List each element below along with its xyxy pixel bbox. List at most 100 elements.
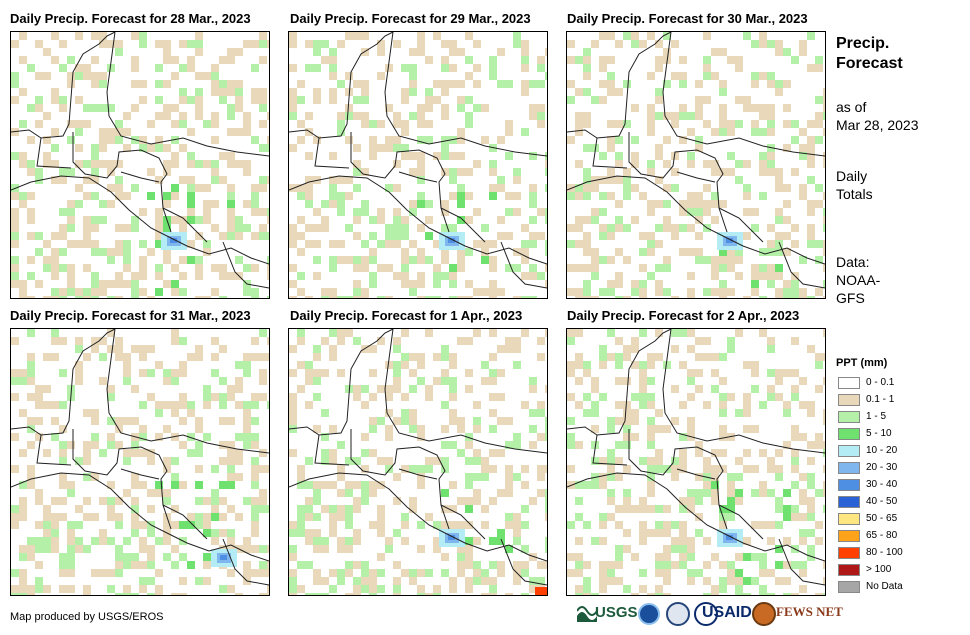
precip-cell xyxy=(67,489,75,497)
precip-cell xyxy=(195,425,203,433)
precip-cell xyxy=(187,409,195,417)
precip-cell xyxy=(695,248,703,256)
precip-cell xyxy=(545,240,547,248)
precip-cell xyxy=(743,393,751,401)
precip-cell xyxy=(115,545,123,553)
precip-cell xyxy=(703,256,711,264)
legend-swatch xyxy=(838,394,860,406)
precip-cell xyxy=(11,465,19,473)
precip-cell xyxy=(27,593,35,595)
precip-cell xyxy=(449,353,457,361)
precip-cell xyxy=(799,433,807,441)
precip-cell xyxy=(719,433,727,441)
precip-cell xyxy=(329,96,337,104)
precip-cell xyxy=(719,288,727,296)
precip-cell xyxy=(639,529,647,537)
precip-cell xyxy=(131,32,139,40)
precip-cell xyxy=(751,521,759,529)
precip-cell xyxy=(187,128,195,136)
precip-cell xyxy=(91,56,99,64)
precip-cell xyxy=(385,385,393,393)
precip-cell xyxy=(35,521,43,529)
precip-cell xyxy=(195,96,203,104)
precip-cell xyxy=(591,593,599,595)
precip-cell xyxy=(139,208,147,216)
precip-cell xyxy=(615,224,623,232)
precip-cell xyxy=(791,481,799,489)
precip-cell xyxy=(227,569,235,577)
precip-cell xyxy=(171,593,179,595)
precip-cell xyxy=(337,176,345,184)
precip-cell xyxy=(11,393,19,401)
precip-cell xyxy=(497,216,505,224)
precip-cell xyxy=(203,200,211,208)
precip-cell xyxy=(663,264,671,272)
precip-cell xyxy=(321,481,329,489)
precip-cell xyxy=(567,569,575,577)
precip-cell xyxy=(195,216,203,224)
precip-cell xyxy=(425,88,433,96)
precip-cell xyxy=(687,296,695,298)
precip-cell xyxy=(329,296,337,298)
precip-cell xyxy=(823,505,825,513)
precip-cell xyxy=(505,192,513,200)
precip-cell xyxy=(417,593,425,595)
precip-cell xyxy=(361,168,369,176)
precip-cell xyxy=(131,441,139,449)
precip-cell xyxy=(267,545,269,553)
precip-cell xyxy=(647,72,655,80)
precip-cell xyxy=(313,353,321,361)
precip-cell xyxy=(289,144,297,152)
precip-cell xyxy=(695,337,703,345)
precip-cell xyxy=(369,136,377,144)
precip-cell xyxy=(663,48,671,56)
precip-cell xyxy=(409,280,417,288)
precip-cell xyxy=(171,377,179,385)
precip-cell xyxy=(259,489,267,497)
precip-cell xyxy=(433,152,441,160)
precip-cell xyxy=(179,401,187,409)
precip-cell xyxy=(267,585,269,593)
precip-cell xyxy=(227,208,235,216)
precip-cell xyxy=(67,72,75,80)
precip-cell xyxy=(187,521,195,529)
precip-cell xyxy=(639,401,647,409)
precip-cell xyxy=(583,176,591,184)
precip-cell xyxy=(83,64,91,72)
precip-cell xyxy=(655,585,663,593)
precip-cell xyxy=(735,160,743,168)
precip-cell xyxy=(767,457,775,465)
precip-cell xyxy=(783,401,791,409)
usgs-wave-icon xyxy=(577,606,597,622)
precip-cell xyxy=(51,497,59,505)
precip-cell xyxy=(361,585,369,593)
precip-cell xyxy=(703,288,711,296)
precip-cell xyxy=(815,96,823,104)
precip-cell xyxy=(767,593,775,595)
precip-cell xyxy=(425,120,433,128)
precip-cell xyxy=(441,256,449,264)
precip-cell xyxy=(179,224,187,232)
precip-cell xyxy=(575,224,583,232)
precip-cell xyxy=(59,401,67,409)
country-border xyxy=(289,175,547,265)
precip-cell xyxy=(115,296,123,298)
precip-cell xyxy=(489,561,497,569)
precip-cell xyxy=(51,353,59,361)
precip-cell xyxy=(59,569,67,577)
precip-cell xyxy=(99,569,107,577)
precip-cell xyxy=(147,457,155,465)
precip-cell xyxy=(11,152,19,160)
precip-cell xyxy=(11,208,19,216)
precip-cell xyxy=(537,272,545,280)
precip-cell xyxy=(663,465,671,473)
precip-cell xyxy=(251,473,259,481)
precip-cell xyxy=(123,361,131,369)
precip-map-5 xyxy=(289,329,547,595)
country-border xyxy=(567,472,825,562)
precip-cell xyxy=(481,593,489,595)
precip-cell xyxy=(799,497,807,505)
precip-cell xyxy=(147,296,155,298)
precip-cell xyxy=(11,264,19,272)
precip-cell xyxy=(567,433,575,441)
